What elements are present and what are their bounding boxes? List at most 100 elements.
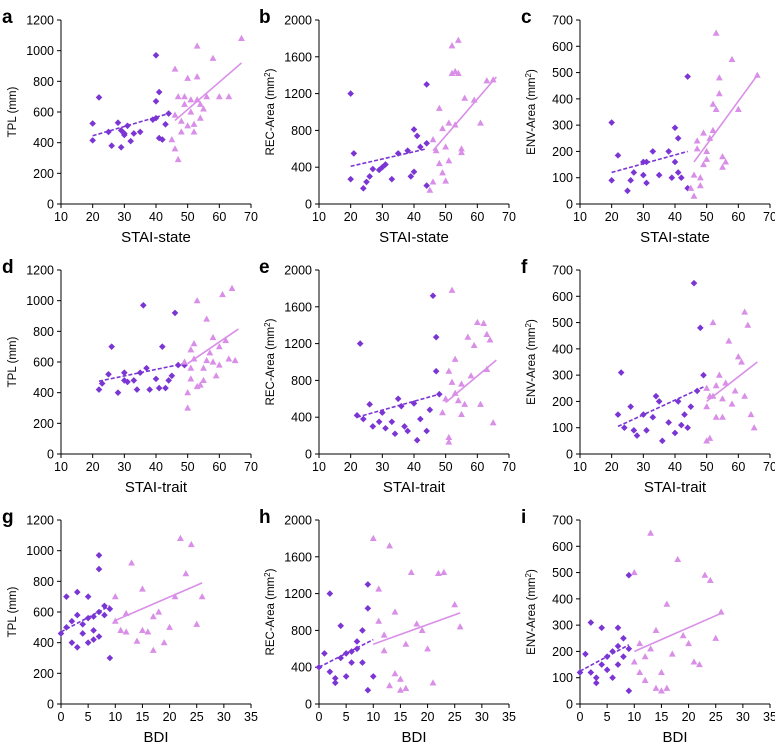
data-point-low — [331, 674, 339, 682]
data-point-low — [363, 178, 370, 186]
data-point-low — [401, 423, 408, 430]
data-point-low — [375, 418, 383, 426]
data-point-low — [398, 402, 405, 410]
y-tick-label: 1200 — [26, 264, 54, 278]
y-tick-label: 600 — [552, 290, 573, 304]
x-tick-label: 20 — [344, 210, 358, 224]
data-point-high — [728, 400, 736, 407]
data-point-high — [703, 155, 711, 162]
data-point-high — [738, 358, 745, 365]
y-axis-label-end: ) — [526, 319, 538, 323]
x-tick-label: 0 — [577, 710, 584, 724]
data-point-high — [196, 381, 204, 388]
data-point-low — [337, 654, 345, 662]
data-point-low — [697, 324, 704, 332]
data-point-high — [445, 433, 453, 441]
panel-h: h 0 5 10 15 20 25 30 35 0 400 800 1200 1600 2000 BDI REC… — [259, 507, 516, 744]
data-point-high — [171, 145, 179, 152]
data-point-high — [111, 593, 119, 600]
panel-c: c10 20 30 40 50 60 700100200300400500600700STA… — [521, 7, 775, 246]
data-point-low — [57, 630, 65, 637]
data-point-high — [166, 623, 173, 630]
x-tick-label: 20 — [163, 710, 177, 724]
fit-line-low — [350, 148, 427, 168]
data-point-high — [445, 119, 453, 126]
data-point-low — [155, 88, 163, 96]
panel-g: g 0 5 10 15 20 25 30 35 0 200 400 600 800 1000 1200 BDI T… — [2, 507, 258, 744]
data-point-high — [641, 676, 649, 683]
data-point-low — [614, 624, 622, 632]
y-tick-label: 0 — [47, 198, 54, 212]
panel-letter: h — [259, 507, 271, 528]
data-point-low — [130, 377, 138, 384]
data-point-low — [659, 437, 666, 445]
data-point-high — [187, 364, 195, 371]
y-tick-label: 1600 — [284, 550, 312, 564]
y-axis-label-sup: 2 — [263, 572, 272, 577]
data-point-low — [159, 343, 166, 350]
data-point-high — [658, 687, 665, 694]
data-point-low — [364, 686, 372, 694]
data-point-high — [429, 178, 437, 185]
data-point-high — [731, 387, 739, 394]
data-point-high — [209, 54, 217, 61]
data-point-high — [182, 570, 190, 577]
data-point-low — [353, 412, 361, 419]
data-point-high — [225, 93, 233, 100]
y-axis-label-sup: 2 — [524, 72, 533, 77]
data-point-high — [184, 389, 192, 396]
x-axis-label: BDI — [143, 729, 168, 744]
data-point-low — [687, 403, 695, 410]
x-tick-label: 20 — [605, 460, 619, 474]
data-point-high — [407, 568, 415, 576]
data-point-low — [587, 669, 595, 676]
y-tick-label: 100 — [552, 671, 573, 685]
data-point-high — [228, 284, 236, 291]
data-point-low — [423, 139, 430, 147]
data-point-high — [171, 593, 179, 600]
data-point-high — [467, 372, 475, 379]
x-tick-label: 60 — [470, 210, 484, 224]
data-point-high — [658, 668, 665, 676]
data-point-high — [397, 686, 404, 693]
y-tick-label: 800 — [33, 75, 54, 89]
x-tick-label: 50 — [181, 210, 195, 224]
x-tick-label: 30 — [636, 210, 650, 224]
data-point-high — [709, 318, 717, 326]
data-point-low — [674, 134, 682, 142]
data-point-low — [79, 620, 87, 628]
x-tick-label: 60 — [470, 460, 484, 474]
data-point-high — [386, 682, 393, 689]
y-axis-label-end: ) — [265, 318, 277, 322]
panel-b: b 10 20 30 40 50 60 70 0 400 800 1200 1600 2000 STAI-s… — [259, 7, 516, 246]
data-point-low — [417, 415, 424, 423]
data-point-high — [424, 645, 431, 652]
y-tick-label: 200 — [552, 645, 573, 659]
data-point-high — [375, 585, 383, 592]
x-tick-label: 30 — [375, 460, 389, 474]
y-tick-label: 400 — [552, 92, 573, 106]
data-point-low — [617, 369, 625, 376]
data-point-low — [127, 137, 134, 145]
data-point-low — [168, 372, 176, 380]
x-tick-label: 40 — [668, 460, 682, 474]
fit-line-high — [706, 361, 758, 403]
data-point-high — [696, 182, 704, 189]
data-point-low — [121, 369, 128, 377]
data-point-high — [386, 542, 393, 549]
data-point-low — [630, 427, 638, 434]
data-point-high — [231, 356, 239, 364]
data-point-high — [391, 670, 399, 677]
data-point-high — [402, 684, 410, 691]
y-tick-label: 400 — [552, 342, 573, 356]
x-tick-label: 0 — [58, 710, 65, 724]
data-point-high — [380, 647, 388, 654]
data-point-high — [215, 343, 223, 350]
y-axis-label-main: REC-Area (mm — [265, 77, 277, 156]
data-point-low — [614, 152, 622, 159]
y-tick-label: 0 — [305, 698, 312, 712]
y-tick-label: 500 — [552, 316, 573, 330]
data-point-high — [652, 626, 660, 633]
x-axis-label: STAI-state — [379, 229, 449, 246]
data-point-high — [451, 355, 459, 362]
